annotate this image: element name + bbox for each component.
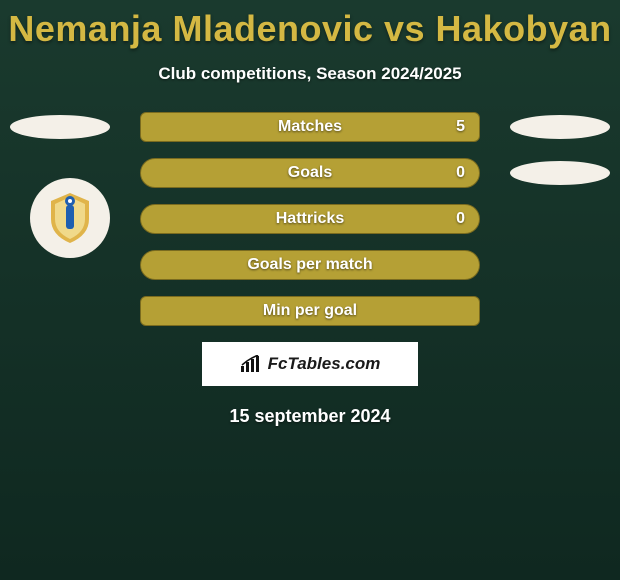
page-title: Nemanja Mladenovic vs Hakobyan — [0, 0, 620, 50]
stat-row: Goals 0 — [0, 158, 620, 188]
chart-icon — [240, 355, 262, 373]
stat-label: Hattricks — [276, 210, 344, 228]
stat-label: Matches — [278, 118, 342, 136]
stat-bar-matches: Matches 5 — [140, 112, 480, 142]
brand-label: FcTables.com — [268, 354, 381, 374]
stat-row: Min per goal — [0, 296, 620, 326]
stat-value: 0 — [456, 210, 465, 228]
team-badge-left — [30, 178, 110, 258]
stat-row: Goals per match — [0, 250, 620, 280]
right-value-pill — [510, 161, 610, 185]
stat-bar-goals: Goals 0 — [140, 158, 480, 188]
right-value-pill — [510, 115, 610, 139]
stat-bar-hattricks: Hattricks 0 — [140, 204, 480, 234]
stat-label: Goals — [288, 164, 332, 182]
club-crest-icon — [41, 189, 99, 247]
stat-value: 0 — [456, 164, 465, 182]
stat-row: Matches 5 — [0, 112, 620, 142]
date-label: 15 september 2024 — [0, 406, 620, 427]
stat-label: Goals per match — [247, 256, 372, 274]
subtitle: Club competitions, Season 2024/2025 — [0, 64, 620, 84]
stat-label: Min per goal — [263, 302, 357, 320]
stat-bar-min-per-goal: Min per goal — [140, 296, 480, 326]
brand-watermark[interactable]: FcTables.com — [202, 342, 418, 386]
left-value-pill — [10, 115, 110, 139]
stat-bar-goals-per-match: Goals per match — [140, 250, 480, 280]
stat-value: 5 — [456, 118, 465, 136]
